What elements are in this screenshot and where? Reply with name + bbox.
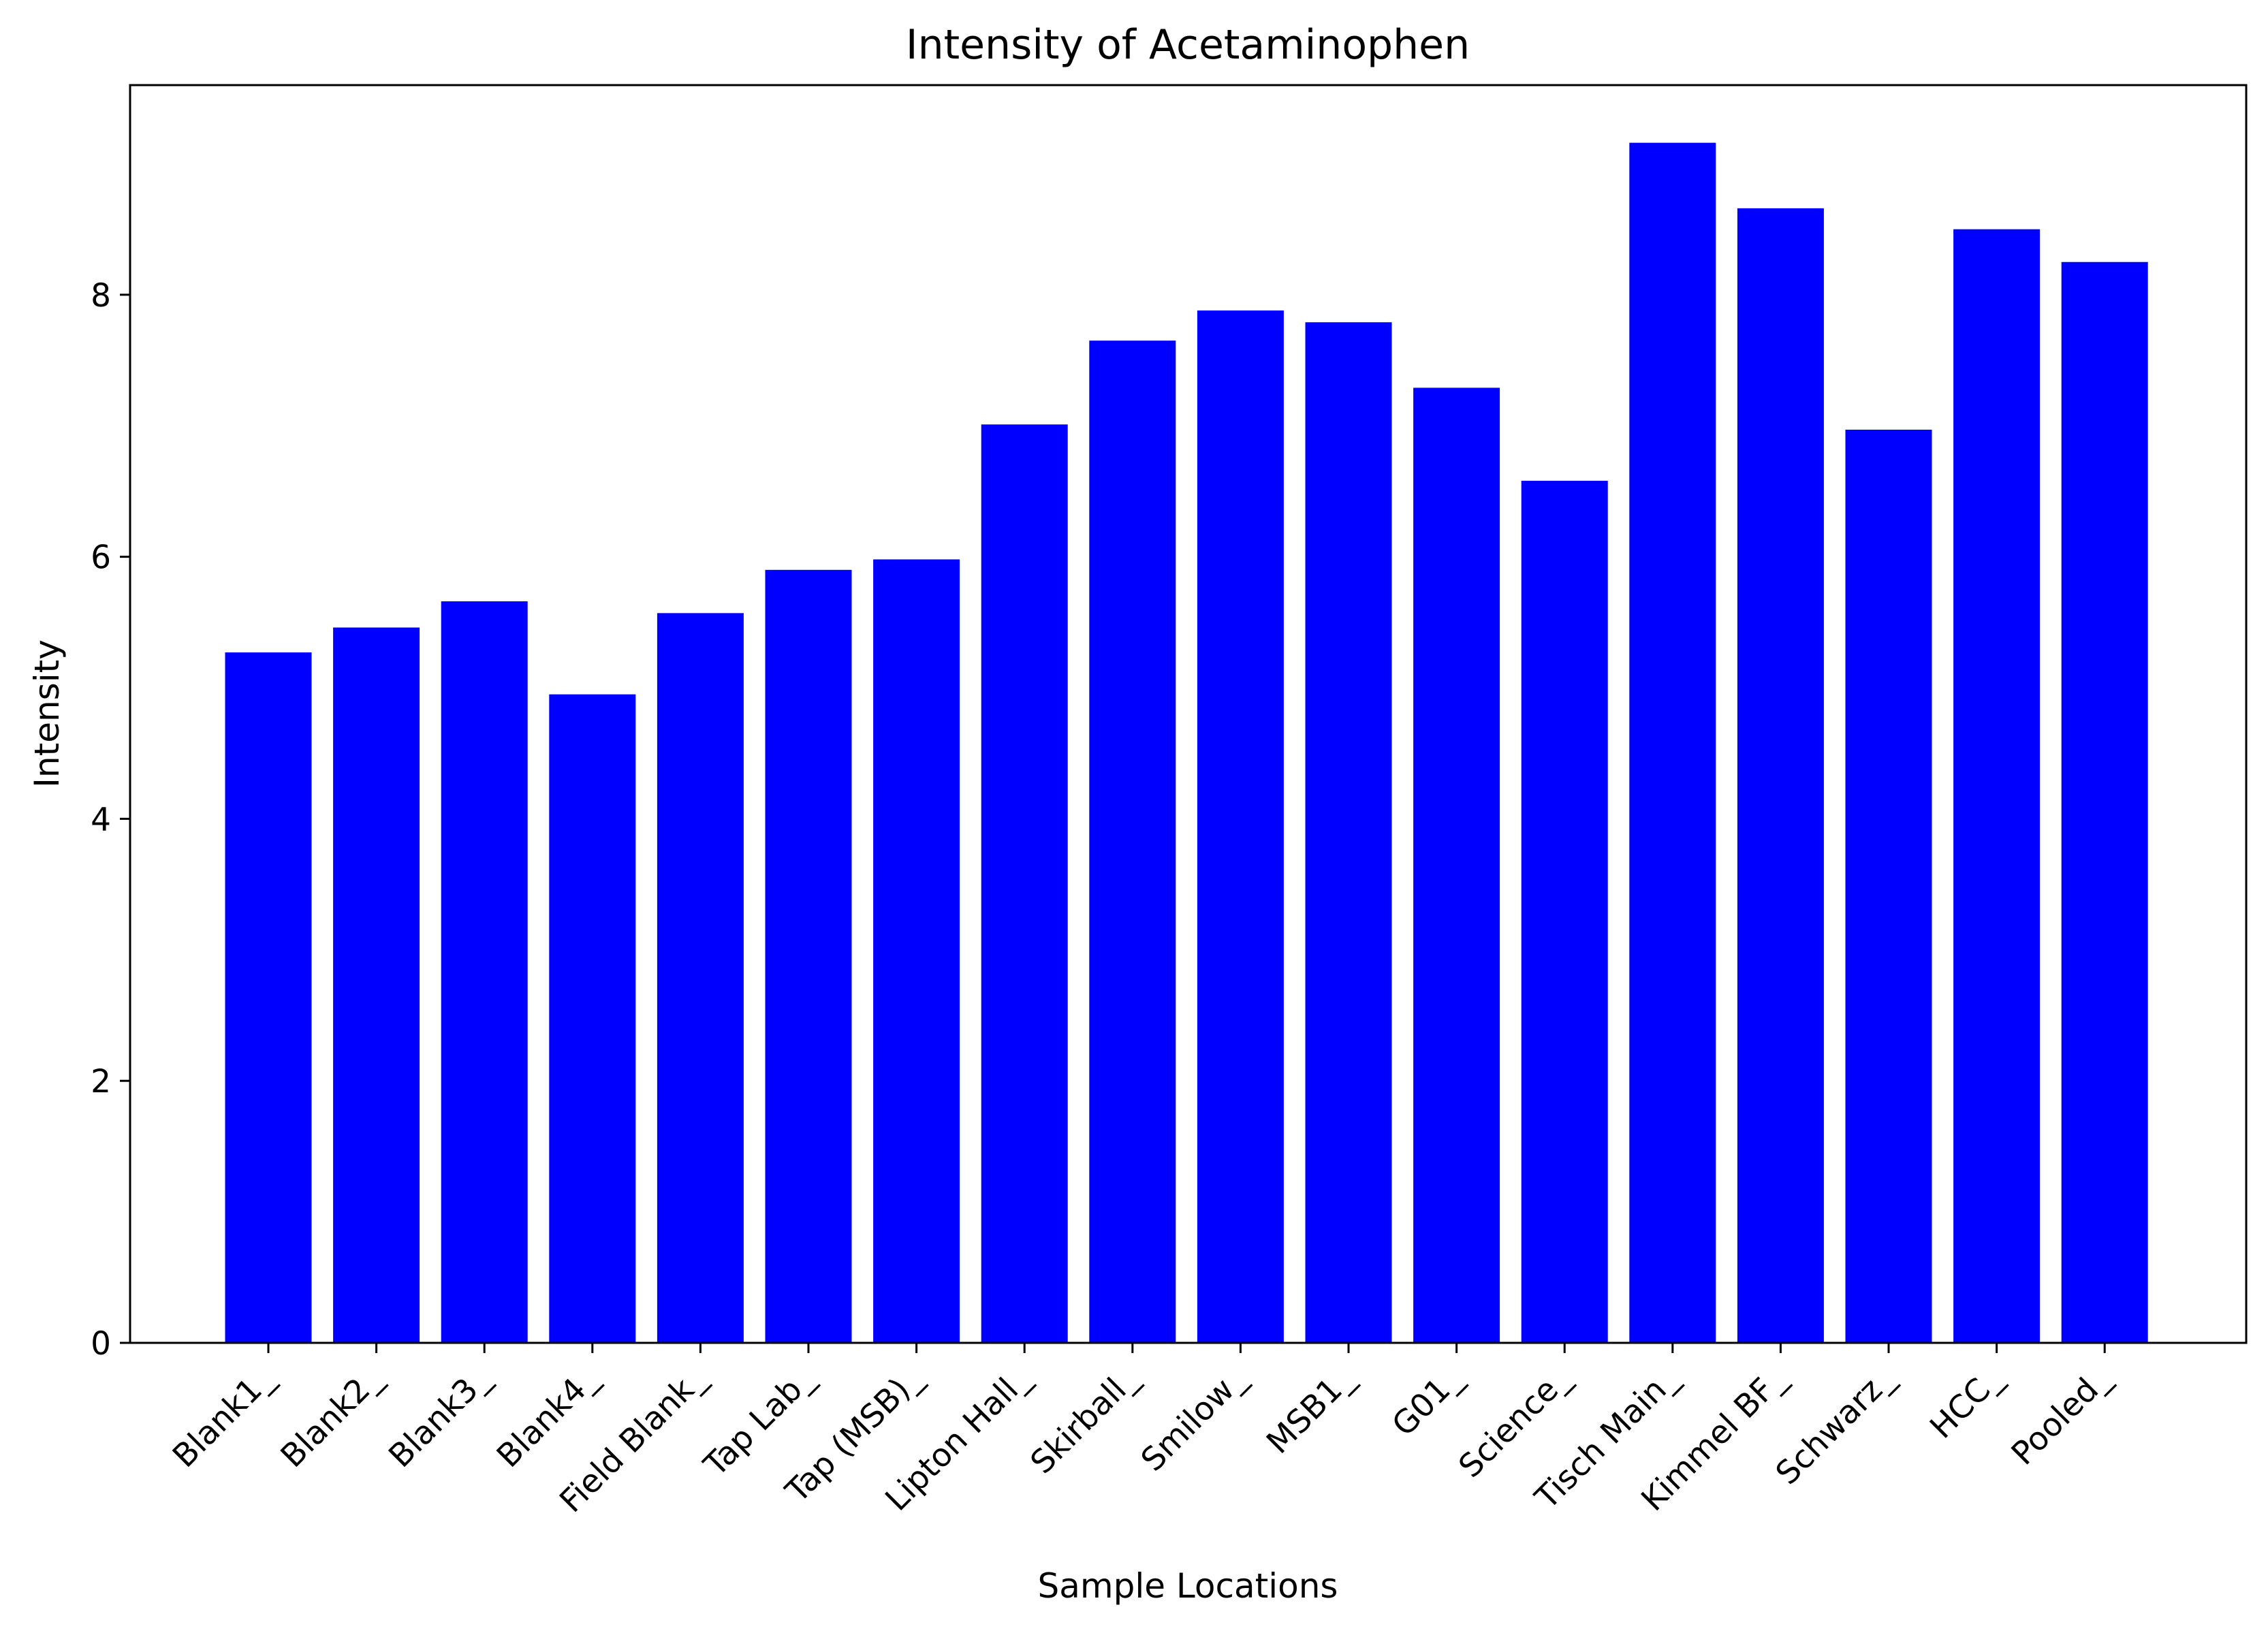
bar bbox=[549, 694, 636, 1343]
bar bbox=[981, 424, 1068, 1344]
chart-title: Intensity of Acetaminophen bbox=[906, 21, 1470, 69]
bar bbox=[1953, 229, 2041, 1344]
y-axis: 0 2 4 6 8 bbox=[91, 277, 130, 1363]
bar bbox=[1845, 430, 1932, 1344]
y-tick-label: 6 bbox=[91, 539, 111, 577]
y-tick-label: 0 bbox=[91, 1325, 111, 1363]
bar bbox=[441, 601, 528, 1344]
bar bbox=[1629, 142, 1716, 1343]
bar bbox=[1305, 322, 1392, 1343]
bar bbox=[1197, 310, 1284, 1343]
bar bbox=[873, 559, 960, 1343]
y-tick-label: 4 bbox=[91, 801, 111, 838]
bars-layer bbox=[225, 142, 2148, 1344]
bar bbox=[1089, 340, 1176, 1343]
y-axis-label: Intensity bbox=[27, 639, 67, 788]
bar bbox=[333, 627, 420, 1343]
bar bbox=[1737, 208, 1824, 1344]
bar bbox=[2061, 261, 2148, 1343]
bar bbox=[1521, 481, 1608, 1343]
bar bbox=[657, 613, 744, 1343]
bar bbox=[765, 569, 852, 1344]
y-tick-label: 2 bbox=[91, 1063, 111, 1100]
x-axis-label: Sample Locations bbox=[1038, 1566, 1338, 1606]
y-tick-label: 8 bbox=[91, 277, 111, 315]
bar bbox=[225, 652, 312, 1343]
plot-frame bbox=[129, 84, 2248, 1344]
bar bbox=[1413, 387, 1500, 1344]
